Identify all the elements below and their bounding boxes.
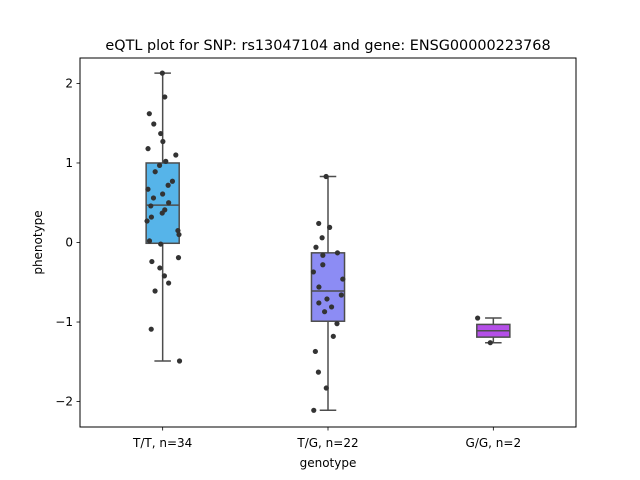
plot-frame: [79, 57, 577, 428]
x-tick-label: T/T, n=34: [132, 436, 192, 450]
data-point: [330, 333, 336, 339]
data-point: [323, 173, 329, 180]
x-axis: T/T, n=34 T/G, n=22 G/G, n=2: [132, 427, 521, 450]
data-point: [316, 300, 322, 306]
data-point: [160, 138, 166, 145]
data-point: [320, 262, 326, 268]
data-point: [158, 241, 164, 247]
data-point: [323, 385, 329, 391]
x-axis-label: genotype: [300, 456, 357, 470]
data-point: [159, 210, 165, 216]
data-point: [166, 280, 172, 286]
data-point: [176, 231, 182, 238]
data-point: [152, 169, 158, 175]
data-point: [338, 292, 344, 298]
data-point: [145, 186, 151, 192]
y-axis: −2 −1 0 1 2: [55, 76, 80, 409]
data-point: [150, 195, 157, 201]
data-point: [176, 358, 183, 364]
data-point: [144, 218, 150, 224]
data-point: [157, 265, 163, 271]
data-point: [156, 162, 163, 168]
data-point: [328, 304, 335, 310]
data-point: [148, 326, 154, 332]
data-point: [173, 152, 179, 158]
data-point: [320, 252, 326, 258]
data-point: [175, 255, 182, 261]
data-point: [163, 158, 169, 164]
data-point: [315, 369, 322, 375]
data-point: [148, 203, 154, 209]
data-point: [152, 288, 158, 294]
box-iqr: [145, 162, 180, 245]
box-0: [145, 72, 180, 362]
data-point: [311, 407, 317, 413]
data-point: [161, 273, 168, 279]
data-point: [324, 296, 330, 302]
data-point: [158, 130, 164, 137]
data-point: [319, 235, 325, 241]
data-point: [334, 250, 341, 256]
data-point: [340, 276, 346, 282]
chart-title: eQTL plot for SNP: rs13047104 and gene: …: [105, 38, 550, 54]
data-point: [175, 227, 181, 234]
data-point: [165, 182, 171, 188]
data-point: [334, 321, 340, 327]
data-point: [166, 200, 172, 206]
data-point: [313, 244, 319, 250]
y-tick-label: 2: [65, 76, 73, 90]
data-point: [316, 284, 322, 290]
data-point: [146, 238, 153, 244]
x-tick-label: G/G, n=2: [466, 436, 522, 450]
y-tick-label: −1: [55, 315, 73, 329]
data-point: [312, 348, 318, 355]
data-point: [321, 309, 328, 315]
y-tick-label: 0: [65, 236, 73, 250]
data-point: [159, 70, 165, 76]
data-point: [148, 214, 155, 220]
data-point: [146, 111, 152, 117]
data-point: [160, 191, 166, 197]
y-tick-label: 1: [65, 156, 73, 170]
box-2: [476, 317, 511, 344]
data-point: [162, 94, 168, 100]
data-point: [316, 220, 322, 227]
data-point: [327, 224, 333, 230]
data-point: [310, 269, 317, 275]
y-axis-label: phenotype: [31, 210, 45, 274]
data-point: [151, 121, 157, 127]
data-point: [169, 178, 176, 184]
data-point: [475, 315, 481, 321]
y-tick-label: −2: [55, 395, 73, 409]
strip-points-layer: [144, 70, 493, 413]
data-point: [145, 146, 151, 152]
box-layer: [145, 72, 511, 412]
data-point: [487, 340, 493, 346]
data-point: [149, 258, 155, 265]
x-tick-label: T/G, n=22: [296, 436, 358, 450]
